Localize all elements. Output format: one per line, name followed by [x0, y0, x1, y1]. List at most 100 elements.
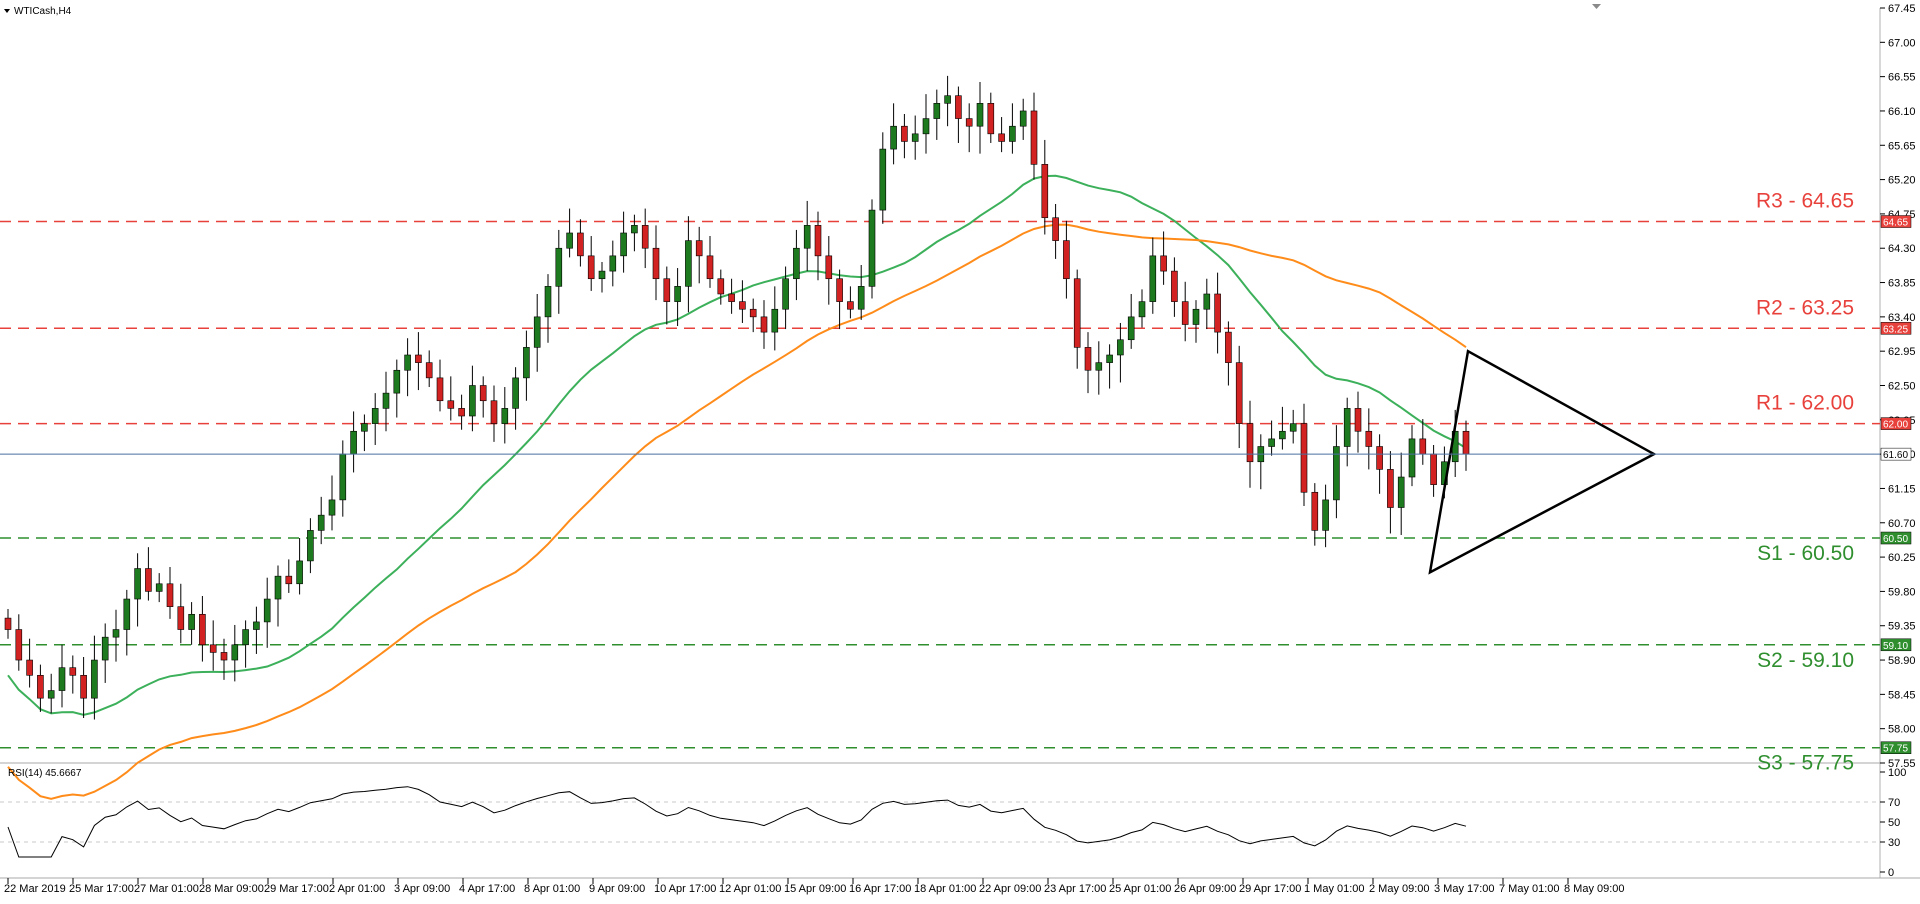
candle-body — [847, 301, 854, 310]
candle-body — [274, 575, 282, 600]
price-tick-label: 66.55 — [1888, 72, 1916, 84]
candle-body — [598, 270, 606, 280]
candle-body — [1041, 164, 1049, 219]
candle-body — [1138, 301, 1146, 318]
candle-body — [1311, 491, 1319, 531]
candle-body — [1019, 110, 1027, 127]
candle-body — [1322, 499, 1329, 531]
candle-body — [1354, 408, 1362, 432]
candle-body — [1073, 278, 1081, 348]
symmetrical-triangle — [1428, 349, 1657, 575]
candle-body — [1030, 110, 1038, 165]
candle-body — [37, 674, 44, 699]
time-tick-label: 29 Apr 17:00 — [1239, 883, 1301, 895]
candle-body — [717, 278, 725, 295]
candle-body — [371, 408, 379, 424]
badge-r2-63-25-box — [1880, 322, 1912, 335]
time-tick-label: 15 Apr 09:00 — [784, 883, 846, 895]
candle-body — [911, 133, 919, 142]
price-tick-label: 63.85 — [1888, 278, 1916, 290]
candle-body — [15, 629, 23, 661]
candle-body — [1084, 347, 1092, 371]
candle-body — [436, 377, 444, 402]
price-tick-label: 57.55 — [1888, 758, 1916, 770]
time-tick-label: 4 Apr 17:00 — [459, 883, 515, 895]
candle-body — [1095, 362, 1103, 371]
candle-body — [857, 286, 865, 310]
candle-body — [339, 453, 347, 501]
candle-body — [652, 247, 660, 280]
price-tick-label: 62.50 — [1888, 381, 1916, 393]
candle-body — [987, 103, 995, 135]
support-resistance-levels: R3 - 64.65 R2 - 63.25 R1 - 62.00 S1 - 60.50… — [0, 190, 1880, 775]
candle-body — [1192, 308, 1200, 325]
chart-header: WTICash,H4 — [4, 4, 1601, 17]
candle-body — [674, 286, 681, 302]
price-tick-label: 60.25 — [1888, 552, 1916, 564]
candle-body — [1181, 301, 1189, 325]
candle-body — [447, 400, 455, 409]
candle-body — [533, 316, 541, 348]
sma-slow-line — [7, 223, 1467, 800]
price-tick-label: 58.45 — [1888, 689, 1916, 701]
candle-body — [1365, 430, 1373, 447]
candle-body — [1300, 423, 1308, 493]
candle-body — [307, 530, 314, 562]
candle-body — [1009, 125, 1016, 142]
candle-body — [793, 247, 800, 280]
candle-body — [1408, 438, 1416, 478]
price-tick-label: 61.15 — [1888, 483, 1916, 495]
badge-s2-59-10-text: 59.10 — [1883, 641, 1908, 652]
candle-body — [1387, 469, 1394, 508]
time-tick-label: 2 Apr 01:00 — [329, 883, 385, 895]
candle-body — [544, 286, 552, 318]
time-tick-label: 18 Apr 01:00 — [914, 883, 976, 895]
badge-s1-60-50-text: 60.50 — [1883, 534, 1908, 545]
badge-s3-57-75-text: 57.75 — [1883, 744, 1908, 755]
candle-body — [220, 652, 228, 661]
candle-body — [1127, 316, 1135, 341]
candle-body — [166, 583, 174, 607]
candle-body — [512, 377, 519, 409]
price-tick-label: 59.80 — [1888, 586, 1916, 598]
candle-body — [393, 369, 401, 394]
price-tick-label: 63.40 — [1888, 312, 1916, 324]
time-tick-label: 2 May 09:00 — [1369, 883, 1430, 895]
time-tick-label: 7 May 01:00 — [1499, 883, 1560, 895]
candle-body — [631, 225, 638, 234]
level-label-s2-59-10: S2 - 59.10 — [1757, 649, 1854, 672]
rsi-tick-label: 30 — [1888, 837, 1900, 849]
candle-body — [69, 667, 77, 676]
badge-r1-62-00-box — [1880, 417, 1912, 430]
rsi-tick-label: 100 — [1888, 767, 1906, 779]
badge-current-price-text: 61.60 — [1883, 450, 1908, 461]
candle-body — [890, 125, 897, 150]
candle-body — [814, 225, 822, 257]
candle-body — [328, 499, 336, 516]
candle-body — [404, 354, 411, 371]
scroll-shift-icon — [1592, 4, 1601, 9]
level-label-s3-57-75: S3 - 57.75 — [1757, 752, 1854, 775]
time-tick-label: 8 Apr 01:00 — [524, 883, 580, 895]
collapse-icon — [4, 9, 10, 13]
level-label-s1-60-50: S1 - 60.50 — [1757, 542, 1854, 565]
candle-body — [1214, 293, 1221, 333]
time-tick-label: 3 May 17:00 — [1434, 883, 1495, 895]
candle-body — [415, 354, 422, 363]
badge-s2-59-10-box — [1880, 638, 1912, 652]
candle-body — [317, 514, 325, 531]
candle-body — [739, 301, 746, 310]
time-tick-label: 9 Apr 09:00 — [589, 883, 645, 895]
candle-body — [47, 690, 55, 699]
candle-body — [382, 392, 390, 409]
candle-body — [998, 133, 1005, 142]
candle-body — [641, 225, 649, 249]
candle-body — [836, 278, 843, 302]
time-tick-label: 25 Apr 01:00 — [1109, 883, 1171, 895]
candle-body — [490, 400, 498, 424]
rsi-label: RSI(14) 45.6667 — [8, 768, 82, 779]
candle-body — [609, 255, 617, 272]
level-label-r2-63-25: R2 - 63.25 — [1756, 296, 1854, 319]
time-tick-label: 3 Apr 09:00 — [394, 883, 450, 895]
